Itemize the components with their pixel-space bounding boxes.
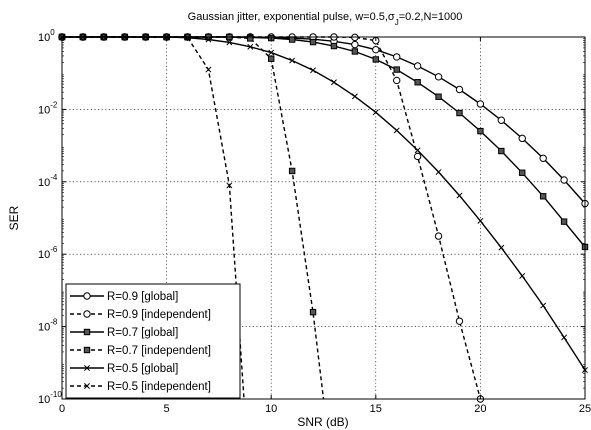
legend: R=0.9 [global] R=0.9 [independent] R=0.7 […: [65, 283, 241, 399]
point-marker-circle: [476, 100, 485, 108]
point-marker-square: [288, 167, 296, 175]
point-marker-x: [205, 66, 212, 73]
x-tick-label: 15: [370, 403, 382, 415]
legend-box: [65, 283, 241, 399]
point-marker-x: [561, 334, 568, 341]
point-marker-square: [309, 308, 317, 316]
point-marker-square: [435, 93, 442, 100]
point-marker-x: [351, 93, 358, 100]
legend-entry: R=0.7 [independent]: [70, 345, 211, 357]
point-marker-square: [519, 169, 526, 176]
legend-entry: R=0.9 [independent]: [70, 309, 211, 321]
point-marker-circle: [434, 232, 443, 240]
point-marker-square: [456, 109, 463, 117]
legend-label: R=0.9 [independent]: [107, 309, 211, 321]
point-marker-x: [226, 39, 233, 46]
point-marker-square: [539, 193, 547, 200]
point-marker-square: [372, 56, 380, 63]
point-marker-x: [247, 43, 254, 50]
x-tick-label: 25: [579, 403, 591, 415]
point-marker-x: [268, 49, 275, 56]
point-marker-x: [372, 109, 379, 116]
point-marker-square: [83, 328, 91, 336]
point-marker-circle: [455, 85, 464, 94]
x-tick-label: 5: [164, 403, 170, 415]
point-marker-circle: [497, 116, 506, 124]
point-marker-square: [309, 38, 317, 46]
legend-label: R=0.9 [global]: [107, 291, 178, 303]
legend-entry: R=0.7 [global]: [70, 327, 178, 339]
point-marker-x: [519, 272, 526, 279]
point-marker-square: [83, 346, 91, 354]
point-marker-square: [288, 36, 296, 43]
ticks: [61, 36, 586, 400]
point-marker-square: [393, 66, 400, 73]
point-marker-x: [435, 169, 442, 175]
chart-title-subscript: J: [395, 18, 399, 27]
point-marker-x: [84, 365, 90, 371]
point-marker-square: [498, 147, 505, 155]
point-marker-circle: [560, 176, 568, 184]
point-marker-square: [351, 48, 359, 55]
point-marker-circle: [539, 154, 547, 162]
point-marker-x: [205, 36, 212, 43]
point-marker-square: [268, 55, 275, 62]
point-marker-x: [540, 302, 547, 309]
point-marker-x: [393, 127, 400, 134]
point-marker-x: [477, 217, 484, 224]
x-axis-label: SNR (dB): [297, 415, 348, 429]
point-marker-x: [498, 244, 505, 251]
y-axis-label: SER: [7, 205, 21, 230]
legend-label: R=0.7 [global]: [107, 327, 178, 339]
plot-frame: [61, 36, 586, 400]
legend-label: R=0.5 [global]: [107, 363, 178, 375]
point-marker-x: [414, 147, 421, 154]
point-marker-circle: [351, 40, 359, 49]
point-marker-x: [84, 383, 90, 389]
legend-label: R=0.5 [independent]: [107, 381, 211, 393]
point-marker-square: [477, 127, 484, 135]
legend-entry: R=0.9 [global]: [70, 291, 178, 303]
point-marker-square: [247, 35, 254, 42]
point-marker-circle: [83, 310, 91, 318]
chart-title-prefix: Gaussian jitter, exponential pulse, w=0.…: [188, 11, 388, 23]
chart-title: Gaussian jitter, exponential pulse, w=0.…: [188, 11, 463, 27]
point-marker-circle: [434, 73, 443, 81]
point-marker-circle: [518, 134, 526, 143]
point-marker-square: [560, 218, 568, 225]
chart-title-sigma: σ: [388, 11, 395, 23]
point-marker-x: [456, 192, 463, 199]
x-tick-label: 20: [474, 403, 486, 415]
point-marker-circle: [455, 317, 464, 325]
legend-entry: R=0.5 [independent]: [70, 381, 211, 393]
point-marker-x: [310, 67, 316, 74]
chart-title-suffix: =0.2,N=1000: [399, 11, 463, 23]
point-marker-x: [226, 182, 233, 189]
point-marker-circle: [372, 45, 380, 54]
point-marker-circle: [413, 152, 422, 161]
legend-label: R=0.7 [independent]: [107, 345, 211, 357]
point-marker-square: [330, 42, 338, 50]
x-tick-label: 10: [265, 403, 277, 415]
point-marker-circle: [83, 292, 91, 300]
point-marker-x: [331, 79, 337, 86]
point-marker-square: [414, 79, 421, 86]
point-marker-circle: [393, 76, 401, 85]
point-marker-circle: [413, 62, 422, 70]
x-tick-label: 0: [59, 403, 65, 415]
point-marker-circle: [393, 53, 401, 61]
legend-entry: R=0.5 [global]: [70, 363, 178, 375]
point-marker-x: [289, 57, 296, 64]
